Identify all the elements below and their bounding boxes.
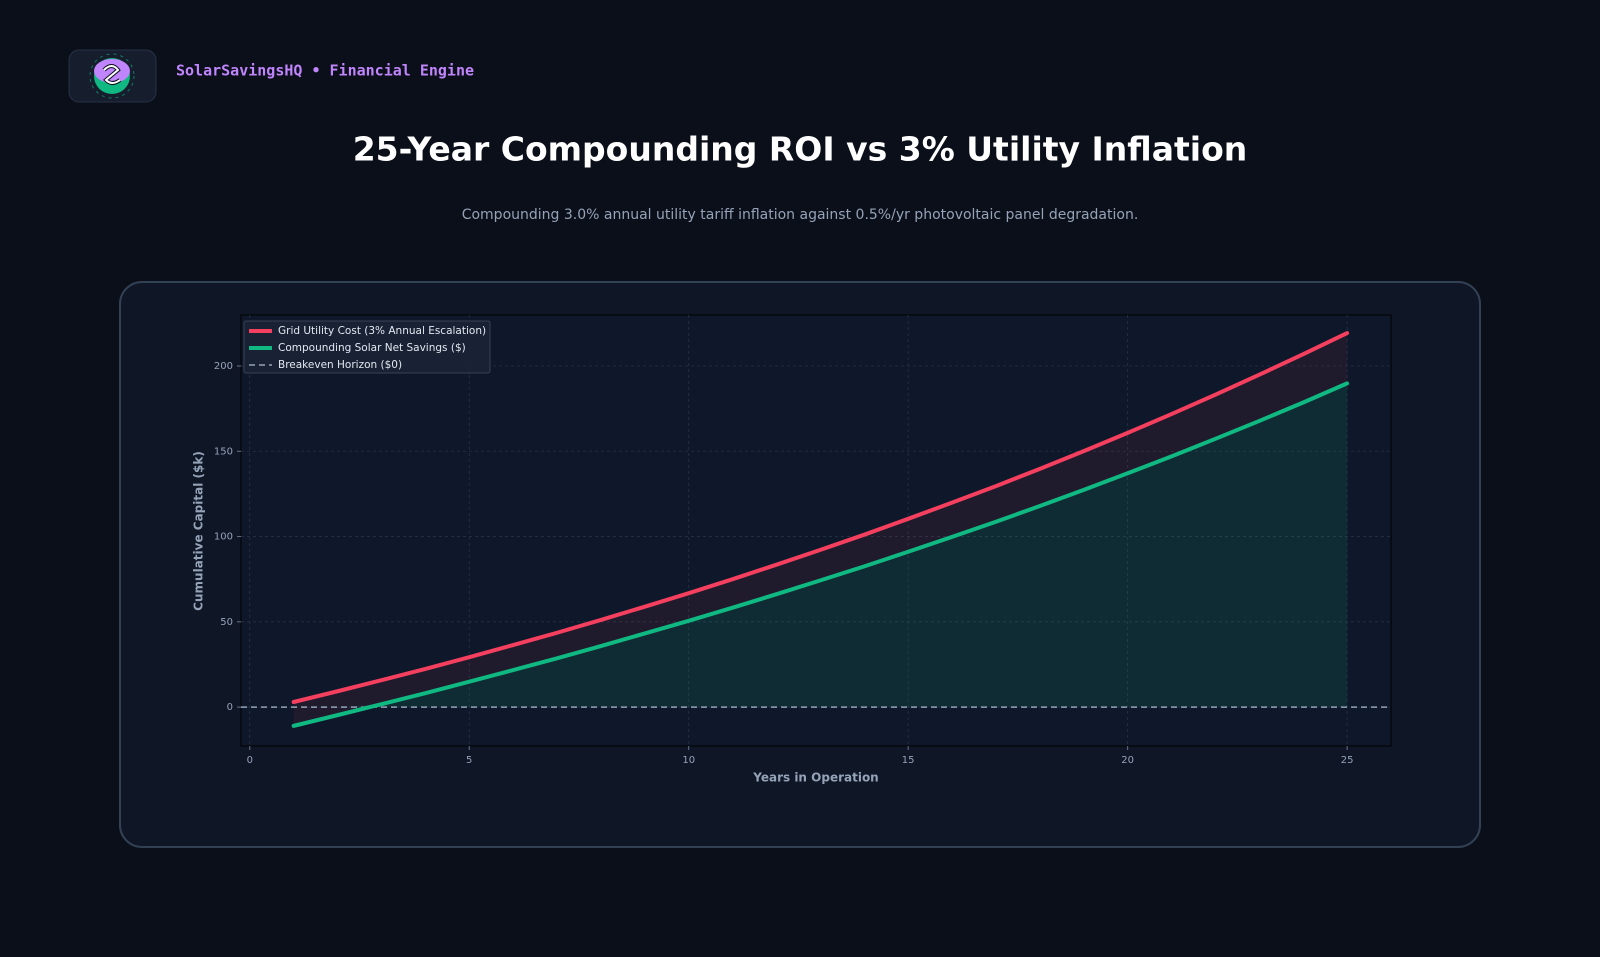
- x-axis-label: Years in Operation: [752, 771, 878, 785]
- x-tick-label: 0: [247, 755, 253, 766]
- y-axis-label: Cumulative Capital ($k): [192, 451, 206, 611]
- chart-title: 25-Year Compounding ROI vs 3% Utility In…: [353, 130, 1248, 169]
- legend-label: Grid Utility Cost (3% Annual Escalation): [278, 325, 486, 337]
- legend-label: Breakeven Horizon ($0): [278, 359, 402, 371]
- y-tick-label: 100: [214, 532, 233, 543]
- x-tick-label: 5: [466, 755, 472, 766]
- brand: SolarSavingsHQ • Financial Engine: [176, 62, 474, 80]
- x-tick-label: 20: [1121, 755, 1134, 766]
- chart-subtitle: Compounding 3.0% annual utility tariff i…: [462, 207, 1139, 223]
- y-tick-label: 0: [227, 702, 233, 713]
- logo-glyph-light: [103, 65, 121, 84]
- y-tick-label: 150: [214, 446, 233, 457]
- savings-fill: [293, 383, 1348, 708]
- y-tick-label: 50: [220, 617, 233, 628]
- series-line: [291, 331, 1350, 704]
- legend-box: [243, 320, 491, 374]
- logo-ring: [89, 53, 135, 99]
- plot-area: [240, 314, 1392, 747]
- gap-fill: [293, 333, 1348, 726]
- y-tick-label: 200: [214, 361, 233, 372]
- logo-top: [94, 59, 130, 83]
- x-tick-label: 25: [1341, 755, 1354, 766]
- x-tick-label: 15: [902, 755, 915, 766]
- series-line: [291, 381, 1350, 728]
- x-tick-label: 10: [682, 755, 695, 766]
- plot: 0 5 10 15 20 25 0 50 100 150 200 Grid Utility Cost …: [214, 315, 1391, 766]
- legend-label: Compounding Solar Net Savings ($): [278, 342, 466, 354]
